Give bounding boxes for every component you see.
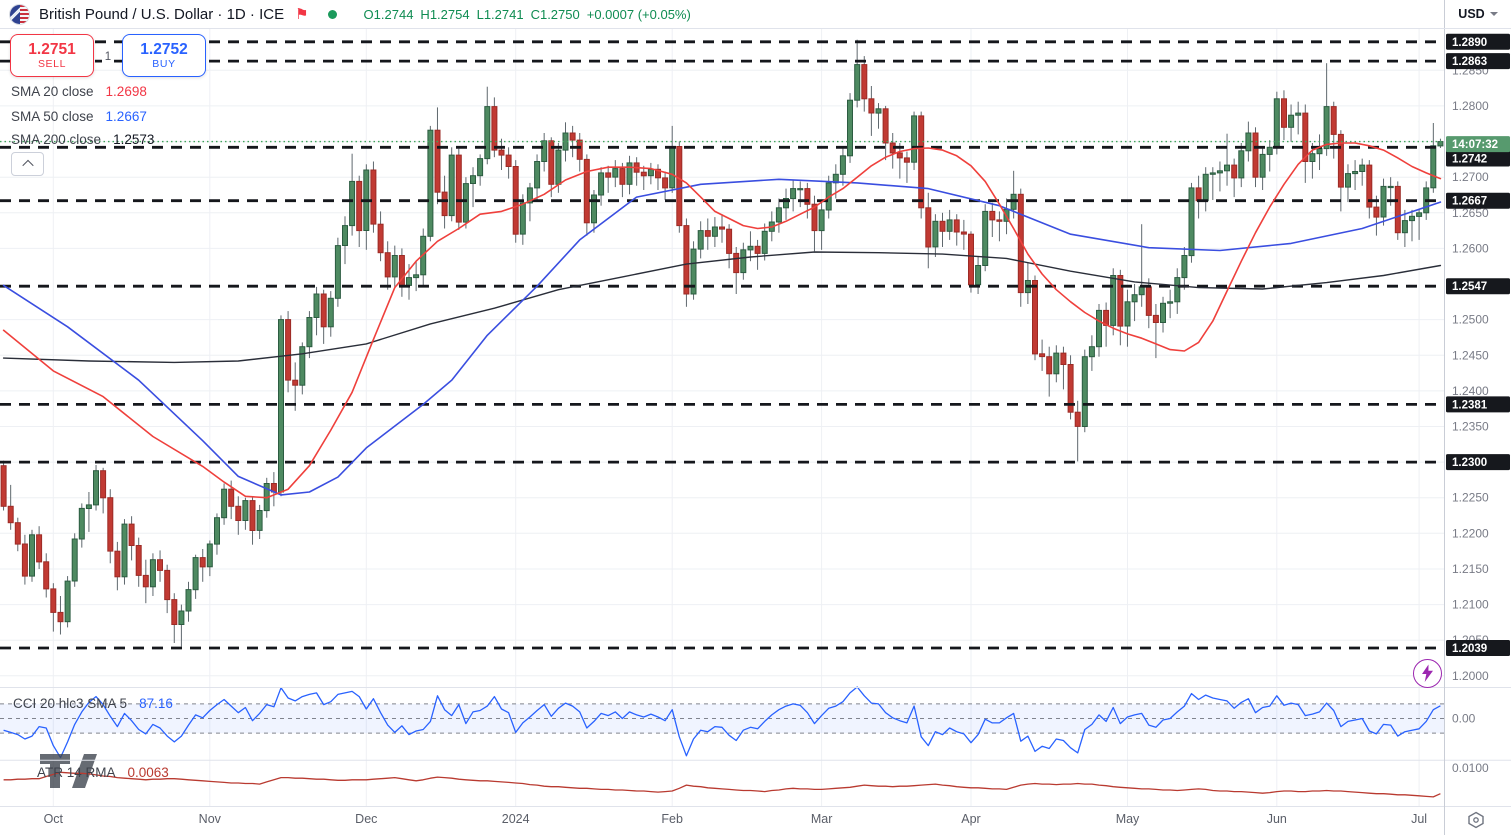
key-levels-layer xyxy=(0,40,1444,650)
price-axis[interactable]: 1.28501.28001.27001.26501.26001.25001.24… xyxy=(1446,33,1510,775)
svg-text:1.2000: 1.2000 xyxy=(1452,669,1489,683)
sma200-line xyxy=(2,251,1442,364)
svg-text:Jul: Jul xyxy=(1411,812,1427,826)
tradingview-watermark-icon xyxy=(40,754,97,788)
svg-text:14:07:32: 14:07:32 xyxy=(1452,139,1498,151)
trade-widget: 1.2751 SELL 1 1.2752 BUY xyxy=(10,34,206,77)
svg-text:1.2300: 1.2300 xyxy=(1452,457,1487,469)
svg-text:1.2250: 1.2250 xyxy=(1452,491,1489,505)
currency-dropdown[interactable]: USD xyxy=(1444,0,1511,28)
svg-text:1.2890: 1.2890 xyxy=(1452,37,1487,49)
cci-label: CCI 20 hlc3 SMA 5 xyxy=(13,696,128,711)
time-axis[interactable]: Oct Nov Dec 2024 Feb Mar Apr May Jun Jul xyxy=(44,812,1428,826)
buy-price: 1.2752 xyxy=(140,41,188,58)
pair-flag-icon xyxy=(9,3,30,25)
svg-text:1.2742: 1.2742 xyxy=(1452,154,1487,166)
svg-text:May: May xyxy=(1116,812,1140,826)
ohlc-open-value: 1.2744 xyxy=(373,6,414,22)
svg-text:1.2039: 1.2039 xyxy=(1452,643,1487,655)
buy-label: BUY xyxy=(152,58,176,70)
legend-sma200[interactable]: SMA 200 close 1.2573 xyxy=(11,132,154,147)
svg-text:1.2150: 1.2150 xyxy=(1452,562,1489,576)
svg-text:1.2667: 1.2667 xyxy=(1452,196,1487,208)
grid-layer xyxy=(0,29,1444,807)
ohlc-low-label: L xyxy=(476,6,484,22)
spread-indicator: 1 xyxy=(94,47,122,65)
svg-text:Oct: Oct xyxy=(44,812,64,826)
svg-text:Feb: Feb xyxy=(661,812,683,826)
svg-text:1.2200: 1.2200 xyxy=(1452,526,1489,540)
ohlc-high-label: H xyxy=(420,6,430,22)
svg-text:1.2350: 1.2350 xyxy=(1452,420,1489,434)
ohlc-close-label: C xyxy=(530,6,540,22)
hexagon-dot-icon xyxy=(1468,811,1484,828)
sma50-label: SMA 50 close xyxy=(11,109,94,124)
ohlc-low-value: 1.2741 xyxy=(483,6,524,22)
ohlc-high-value: 1.2754 xyxy=(429,6,470,22)
sma50-line xyxy=(2,178,1442,496)
atr-label: ATR 14 RMA xyxy=(37,765,116,780)
ohlc-open-label: O xyxy=(363,6,374,22)
svg-text:1.2500: 1.2500 xyxy=(1452,313,1489,327)
svg-text:Jun: Jun xyxy=(1267,812,1287,826)
legend-sma50[interactable]: SMA 50 close 1.2667 xyxy=(11,109,147,124)
sell-button[interactable]: 1.2751 SELL xyxy=(10,34,94,77)
red-flag-icon[interactable]: ⚑ xyxy=(295,5,309,23)
svg-text:1.2800: 1.2800 xyxy=(1452,99,1489,113)
svg-text:1.2400: 1.2400 xyxy=(1452,384,1489,398)
sma20-label: SMA 20 close xyxy=(11,84,94,99)
svg-text:1.2547: 1.2547 xyxy=(1452,281,1487,293)
collapse-pane-button[interactable] xyxy=(11,152,44,176)
sma50-value: 1.2667 xyxy=(105,109,147,124)
svg-text:0.00: 0.00 xyxy=(1452,712,1476,726)
sma20-value: 1.2698 xyxy=(105,84,147,99)
sell-price: 1.2751 xyxy=(28,41,76,58)
svg-text:2024: 2024 xyxy=(502,812,530,826)
cci-line xyxy=(3,686,1441,759)
ohlc-readout: O1.2744 H1.2754 L1.2741 C1.2750 +0.0007 … xyxy=(364,7,691,22)
lightning-icon xyxy=(1422,664,1433,682)
toolbar: British Pound / U.S. Dollar · 1D · ICE ⚑… xyxy=(0,0,1511,29)
sma200-label: SMA 200 close xyxy=(11,132,102,147)
symbol-title[interactable]: British Pound / U.S. Dollar · 1D · ICE xyxy=(39,5,285,23)
spread-value: 1 xyxy=(101,50,115,63)
sma200-value: 1.2573 xyxy=(113,132,155,147)
svg-text:1.2600: 1.2600 xyxy=(1452,241,1489,255)
svg-text:1.2381: 1.2381 xyxy=(1452,399,1488,411)
svg-text:Nov: Nov xyxy=(199,812,222,826)
atr-line xyxy=(3,771,1441,798)
svg-text:Apr: Apr xyxy=(961,812,980,826)
ohlc-change: +0.0007 (+0.05%) xyxy=(586,6,691,22)
svg-text:Dec: Dec xyxy=(355,812,377,826)
chevron-up-icon xyxy=(21,159,34,172)
svg-text:0.0100: 0.0100 xyxy=(1452,761,1489,775)
quick-trade-button[interactable] xyxy=(1413,659,1442,688)
svg-text:Mar: Mar xyxy=(811,812,833,826)
cci-value: 87.16 xyxy=(139,696,173,711)
atr-value: 0.0063 xyxy=(127,765,169,780)
legend-sma20[interactable]: SMA 20 close 1.2698 xyxy=(11,84,147,99)
sell-label: SELL xyxy=(37,58,67,70)
legend-cci[interactable]: CCI 20 hlc3 SMA 5 87.16 xyxy=(13,696,173,711)
buy-button[interactable]: 1.2752 BUY xyxy=(122,34,206,77)
candles-layer xyxy=(0,39,1444,647)
svg-text:1.2450: 1.2450 xyxy=(1452,348,1489,362)
svg-text:1.2863: 1.2863 xyxy=(1452,56,1487,68)
ohlc-close-value: 1.2750 xyxy=(539,6,580,22)
timezone-settings-button[interactable] xyxy=(1465,810,1487,829)
market-status-dot-icon xyxy=(327,9,337,19)
svg-text:1.2650: 1.2650 xyxy=(1452,206,1489,220)
svg-text:1.2100: 1.2100 xyxy=(1452,598,1489,612)
svg-text:1.2700: 1.2700 xyxy=(1452,170,1489,184)
chevron-down-icon xyxy=(1489,12,1498,16)
currency-label: USD xyxy=(1458,7,1485,21)
legend-atr[interactable]: ATR 14 RMA 0.0063 xyxy=(37,765,169,780)
sma20-line xyxy=(2,142,1442,499)
